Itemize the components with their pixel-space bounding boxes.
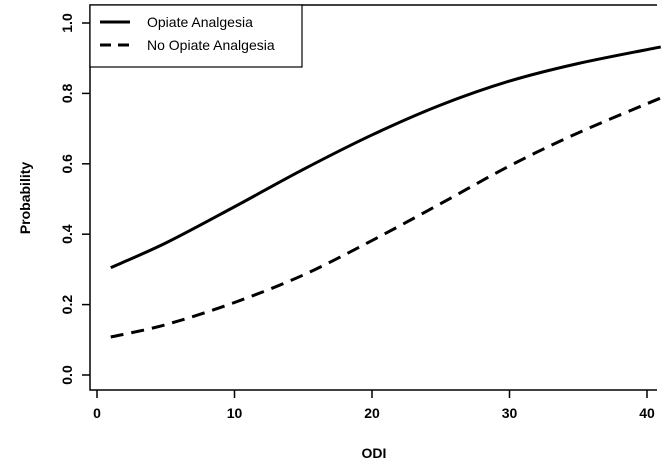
axes: 0 10 20 30 40 0.0 0.2 0.4 0.6 0.8 1.0 bbox=[59, 4, 657, 421]
y-axis-title: Probability bbox=[17, 162, 33, 235]
x-tick-label: 20 bbox=[364, 405, 380, 421]
y-tick-label: 0.4 bbox=[59, 224, 75, 244]
x-tick-label: 10 bbox=[227, 405, 243, 421]
legend-label: No Opiate Analgesia bbox=[147, 37, 275, 53]
x-tick-label: 40 bbox=[639, 405, 655, 421]
y-tick-label: 0.8 bbox=[59, 83, 75, 103]
x-tick-label: 30 bbox=[502, 405, 518, 421]
y-tick-label: 0.0 bbox=[59, 365, 75, 385]
series-line-no-opiate bbox=[110, 96, 662, 339]
x-tick-label: 0 bbox=[93, 405, 101, 421]
y-tick-label: 1.0 bbox=[59, 13, 75, 33]
y-tick-label: 0.2 bbox=[59, 295, 75, 315]
legend-box bbox=[89, 4, 303, 68]
x-axis-title: ODI bbox=[362, 445, 387, 461]
plot-frame bbox=[89, 4, 657, 391]
legend: Opiate Analgesia No Opiate Analgesia bbox=[89, 4, 303, 68]
legend-label: Opiate Analgesia bbox=[147, 14, 253, 30]
y-tick-label: 0.6 bbox=[59, 154, 75, 174]
series-line-opiate bbox=[110, 45, 662, 270]
plot-area bbox=[110, 45, 662, 339]
